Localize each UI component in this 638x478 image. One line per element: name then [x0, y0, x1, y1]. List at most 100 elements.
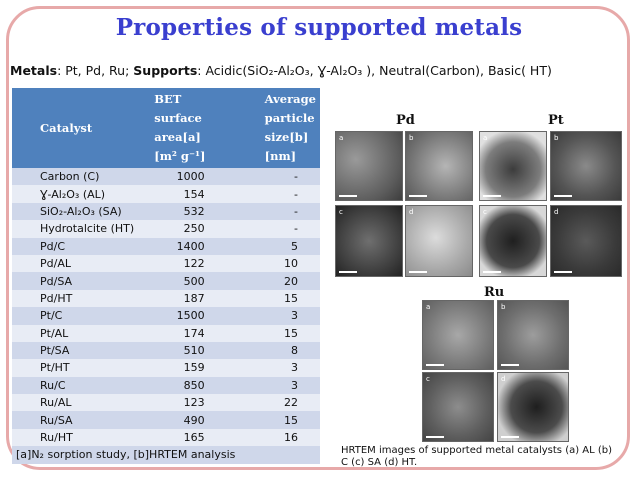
cell-bet: 165	[150, 428, 235, 447]
scale-bar	[554, 271, 572, 273]
micrograph-letter: c	[339, 208, 343, 216]
cell-bet: 123	[150, 394, 235, 412]
table-row: Pd/AL 122 10	[12, 254, 320, 273]
cell-size: 20	[234, 272, 320, 290]
header-size-line4: [nm]	[264, 149, 297, 163]
cell-bet: 532	[150, 202, 235, 221]
cell-bet: 1500	[150, 307, 235, 325]
cell-size: 10	[234, 254, 320, 273]
metals-text: : Pt, Pd, Ru;	[57, 63, 134, 78]
table-row: Pt/C 1500 3	[12, 307, 320, 325]
micrograph-pt-d: d	[550, 205, 622, 277]
table-row: Ɣ-Al₂O₃ (AL) 154-	[12, 185, 320, 203]
table-row: Ru/SA 490 15	[12, 411, 320, 429]
scale-bar	[409, 195, 427, 197]
cell-bet: 1000	[150, 168, 235, 186]
cell-catalyst: Pt/C	[12, 307, 151, 325]
header-bet-line1: BET	[154, 92, 182, 106]
table-row: Pt/SA 510 8	[12, 341, 320, 360]
cell-bet: 250	[150, 220, 235, 238]
cell-size: 15	[234, 289, 320, 308]
micrograph-letter: b	[409, 134, 414, 142]
table-row: Carbon (C) 1000-	[12, 168, 320, 186]
cell-size: 3	[234, 307, 320, 325]
scale-bar	[483, 271, 501, 273]
scale-bar	[501, 436, 519, 438]
micrograph-pd-d: d	[405, 205, 473, 277]
scale-bar	[501, 364, 519, 366]
micrograph-pd-c: c	[335, 205, 403, 277]
cell-catalyst: Carbon (C)	[12, 168, 151, 186]
cell-bet: 1400	[150, 237, 235, 255]
header-bet: BET surface area[a] [m² g⁻¹]	[150, 88, 235, 168]
cell-bet: 500	[150, 272, 235, 290]
cell-catalyst: Ru/C	[12, 376, 151, 395]
header-size: Average particle size[b] [nm]	[234, 88, 320, 168]
micrograph-letter: d	[409, 208, 414, 216]
table-row: Pd/C 1400 5	[12, 237, 320, 255]
header-bet-line3: area[a]	[154, 130, 201, 144]
cell-size: 16	[234, 428, 320, 447]
label-ru: Ru	[484, 285, 505, 300]
cell-size: -	[234, 168, 320, 186]
table-row: Pt/AL 174 15	[12, 324, 320, 342]
slide-title: Properties of supported metals	[115, 14, 523, 41]
cell-size: 5	[234, 237, 320, 255]
cell-catalyst: Pd/AL	[12, 254, 151, 273]
micrograph-letter: a	[426, 303, 431, 311]
figure-caption: HRTEM images of supported metal catalyst…	[341, 445, 613, 468]
micrograph-letter: b	[501, 303, 506, 311]
supports-text: : Acidic(SiO₂-Al₂O₃, Ɣ-Al₂O₃ ), Neutral(…	[197, 63, 552, 78]
cell-catalyst: Pd/SA	[12, 272, 151, 290]
cell-catalyst: Pt/AL	[12, 324, 151, 342]
table-row: Ru/HT 165 16	[12, 428, 320, 447]
table-footnote: [a]N₂ sorption study, [b]HRTEM analysis	[16, 448, 236, 462]
micrograph-ru-d: d	[497, 372, 569, 442]
cell-size: 22	[234, 394, 320, 412]
label-pt: Pt	[548, 113, 564, 128]
table-row: SiO₂-Al₂O₃ (SA) 532-	[12, 202, 320, 221]
micrograph-letter: d	[554, 208, 559, 216]
cell-bet: 159	[150, 359, 235, 377]
micrograph-letter: b	[554, 134, 559, 142]
cell-bet: 122	[150, 254, 235, 273]
cell-catalyst: SiO₂-Al₂O₃ (SA)	[12, 202, 151, 221]
micrograph-pt-a: a	[479, 131, 547, 201]
table-row: Pd/HT 187 15	[12, 289, 320, 308]
cell-catalyst: Hydrotalcite (HT)	[12, 220, 151, 238]
table-row: Ru/C 850 3	[12, 376, 320, 395]
cell-size: -	[234, 185, 320, 203]
cell-catalyst: Ru/AL	[12, 394, 151, 412]
cell-bet: 850	[150, 376, 235, 395]
micrograph-ru-c: c	[422, 372, 494, 442]
micrograph-letter: c	[426, 375, 430, 383]
cell-bet: 187	[150, 289, 235, 308]
micrograph-ru-b: b	[497, 300, 569, 370]
micrograph-letter: d	[501, 375, 506, 383]
table-row: Hydrotalcite (HT) 250-	[12, 220, 320, 238]
header-catalyst: Catalyst	[12, 88, 151, 168]
header-bet-line4: [m² g⁻¹]	[154, 149, 206, 163]
cell-bet: 490	[150, 411, 235, 429]
scale-bar	[339, 271, 357, 273]
micrograph-pd-a: a	[335, 131, 403, 201]
metals-label: Metals	[10, 63, 58, 78]
scale-bar	[483, 195, 501, 197]
cell-bet: 510	[150, 341, 235, 360]
cell-catalyst: Ɣ-Al₂O₃ (AL)	[12, 185, 151, 203]
cell-catalyst: Ru/HT	[12, 428, 151, 447]
cell-bet: 174	[150, 324, 235, 342]
table-row: Pd/SA 500 20	[12, 272, 320, 290]
label-pd: Pd	[396, 113, 415, 128]
cell-catalyst: Pt/HT	[12, 359, 151, 377]
micrograph-pd-b: b	[405, 131, 473, 201]
table-footnote-row: [a]N₂ sorption study, [b]HRTEM analysis	[12, 446, 320, 464]
metals-supports-line: Metals: Pt, Pd, Ru; Supports: Acidic(SiO…	[10, 63, 552, 78]
micrograph-letter: a	[483, 134, 488, 142]
cell-size: 15	[234, 324, 320, 342]
cell-catalyst: Pt/SA	[12, 341, 151, 360]
supports-label: Supports	[133, 63, 198, 78]
header-size-line2: particle	[264, 111, 315, 125]
cell-catalyst: Ru/SA	[12, 411, 151, 429]
cell-size: 8	[234, 341, 320, 360]
